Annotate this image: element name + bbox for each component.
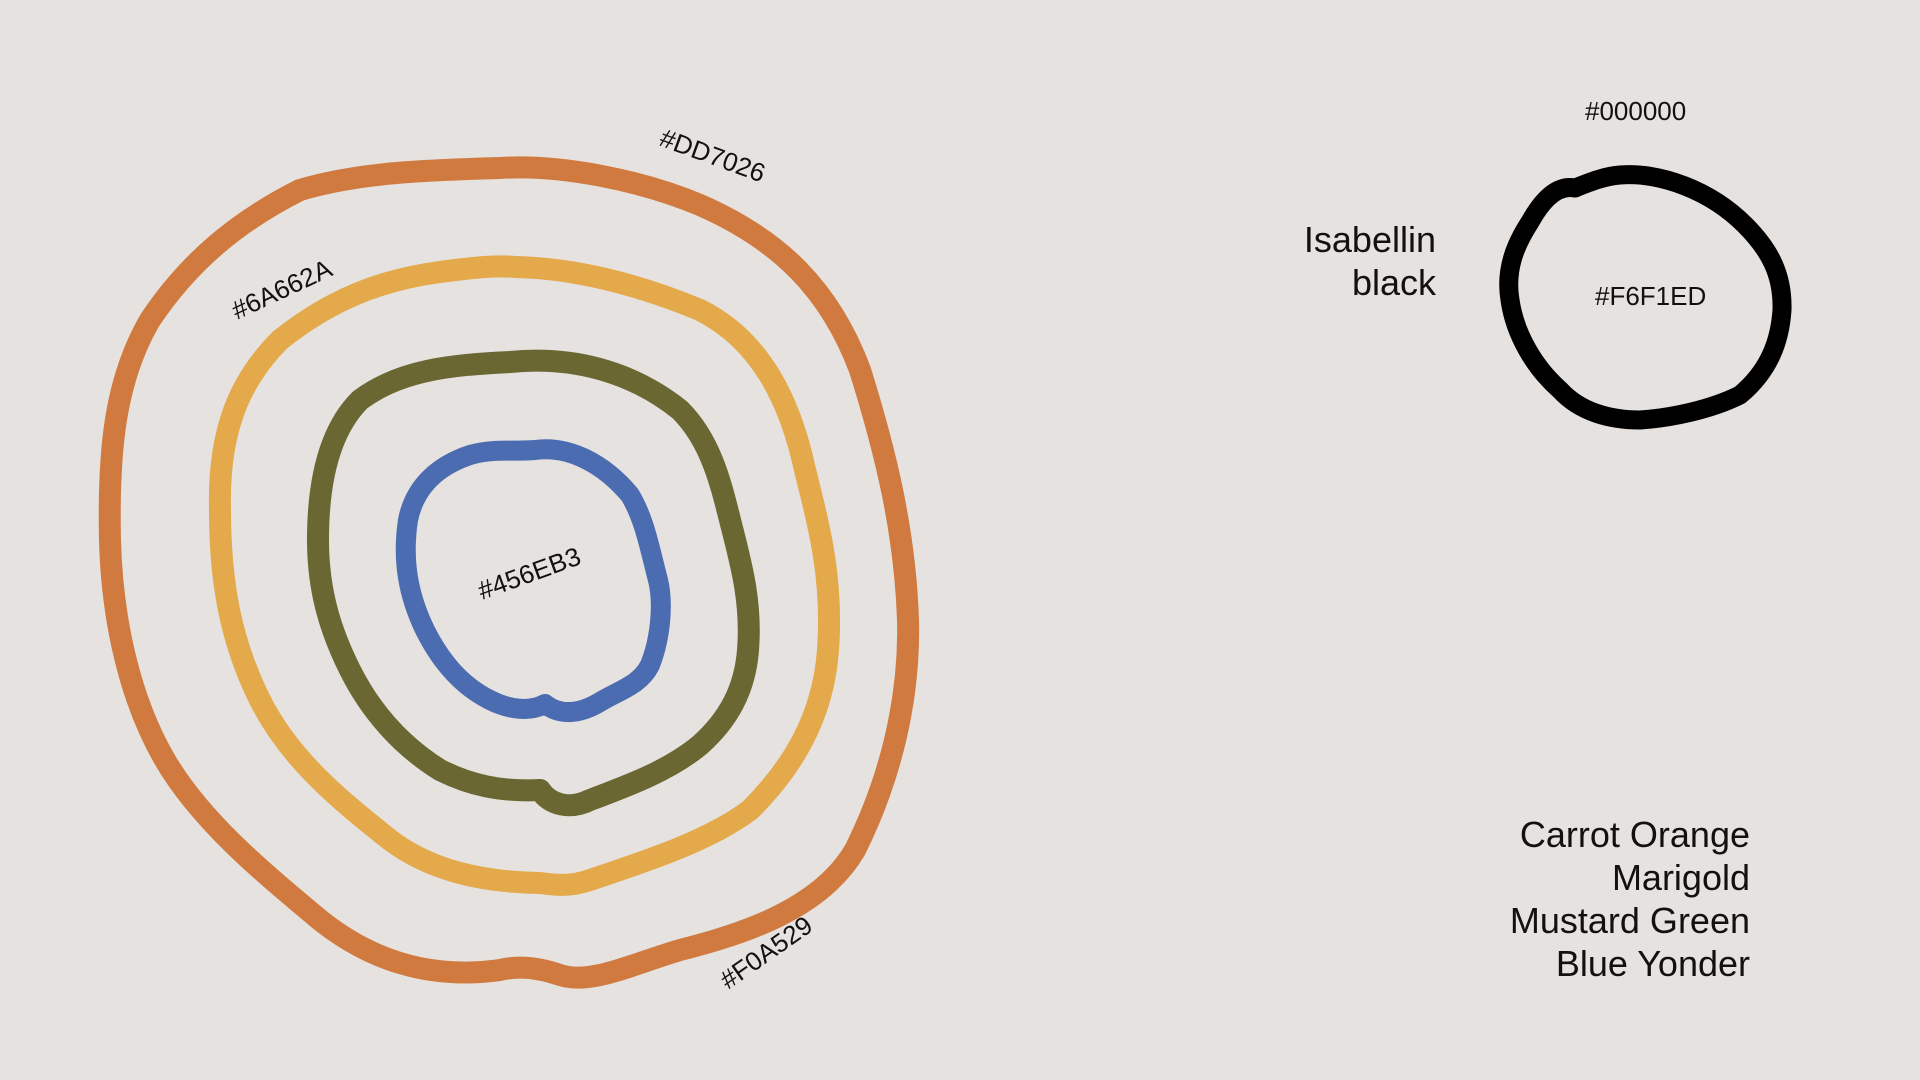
black-name-line: black xyxy=(1351,262,1436,303)
palette-name-marigold: Marigold xyxy=(1611,857,1750,898)
palette-name-blue-yonder: Blue Yonder xyxy=(1555,943,1750,984)
isabellin-color-names: Isabellin black xyxy=(1304,218,1436,304)
isabellin-stroke-hex-label: #000000 xyxy=(1585,96,1686,126)
carrot-orange-ring xyxy=(98,156,920,989)
isabellin-black-ring xyxy=(1499,165,1792,430)
blue-yonder-ring xyxy=(395,439,671,722)
marigold-ring xyxy=(208,255,841,896)
palette-name-mustard-green: Mustard Green xyxy=(1509,900,1750,941)
isabellin-fill-hex-label: #F6F1ED xyxy=(1595,281,1706,311)
mustard-green-ring xyxy=(307,349,760,817)
isabellin-name-line: Isabellin xyxy=(1303,219,1436,260)
palette-name-carrot-orange: Carrot Orange xyxy=(1519,814,1750,855)
palette-color-names: Carrot Orange Marigold Mustard Green Blu… xyxy=(1510,813,1750,985)
